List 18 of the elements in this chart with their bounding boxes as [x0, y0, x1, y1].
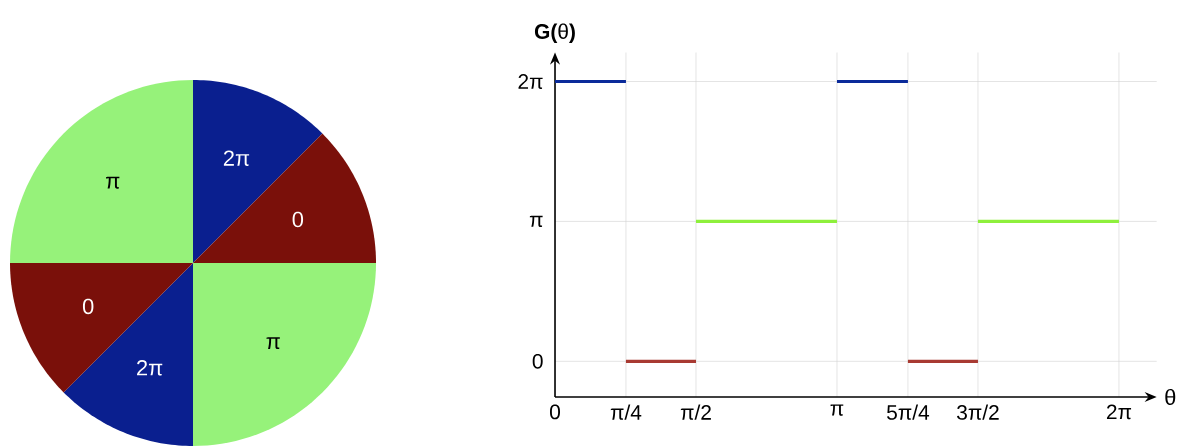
- x-tick-label: π/2: [680, 404, 711, 420]
- x-tick-label: π/4: [610, 404, 642, 420]
- x-tick-label: 3π/2: [957, 404, 999, 420]
- x-tick-label: π: [830, 404, 844, 416]
- x-tick-label: 2π: [1106, 404, 1132, 420]
- slice-label: 2π: [223, 150, 250, 166]
- slice-label: 0: [292, 211, 304, 228]
- y-tick-label: π: [529, 215, 543, 228]
- slice-label: 2π: [137, 360, 163, 376]
- y-tick-label: 2π: [518, 74, 543, 89]
- y-axis-title: G(θ): [534, 23, 575, 44]
- x-axis-title: θ: [1165, 388, 1176, 406]
- slice-label: 0: [82, 298, 94, 315]
- slice-label: π: [106, 176, 120, 189]
- slice-label: π: [266, 337, 280, 350]
- x-tick-label: 5π/4: [887, 404, 930, 420]
- x-tick-label: 0: [550, 404, 561, 420]
- y-tick-label: 0: [532, 353, 543, 369]
